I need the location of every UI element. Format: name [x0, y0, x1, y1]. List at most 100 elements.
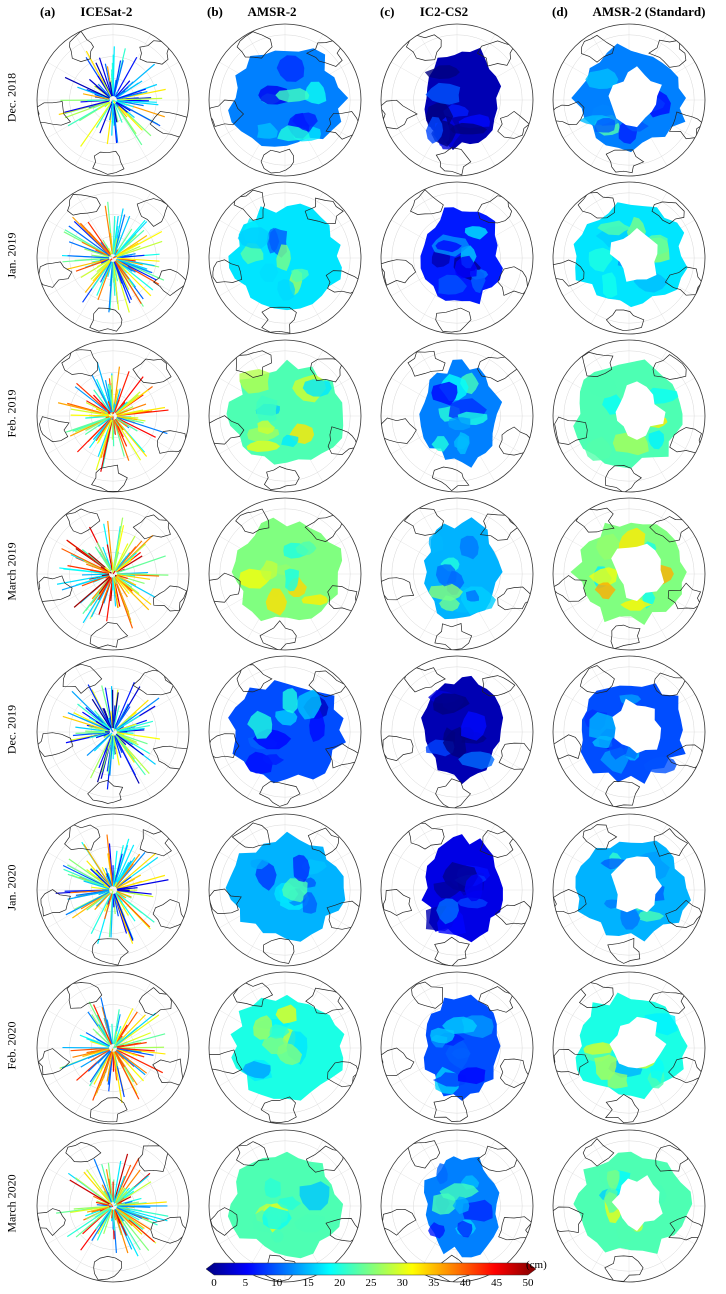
ice-patch	[296, 689, 322, 720]
ice-track	[70, 414, 110, 417]
map-panel	[28, 178, 198, 338]
ice-track	[115, 80, 131, 98]
coastline	[497, 110, 530, 139]
ice-patch	[265, 588, 287, 616]
ice-patch	[242, 1061, 271, 1079]
ice-track	[116, 257, 160, 262]
map-boundary	[36, 339, 190, 493]
coastline	[132, 514, 171, 540]
ice-track	[116, 1206, 158, 1222]
ice-patch	[594, 1054, 617, 1080]
column-title: IC2-CS2	[419, 4, 469, 19]
graticule-meridian	[47, 573, 114, 613]
ice-track	[67, 890, 110, 900]
ice-track	[92, 260, 111, 282]
missing-data-area	[611, 543, 665, 601]
graticule-meridian	[112, 377, 179, 417]
ice-track	[113, 1153, 129, 1203]
colorbar-tick-label: 5	[242, 1277, 249, 1289]
coastline	[209, 733, 240, 759]
ice-track	[114, 1008, 134, 1045]
ice-track	[95, 1208, 112, 1230]
coastline	[62, 663, 103, 694]
ice-patch	[305, 81, 327, 105]
coastline	[305, 987, 344, 1015]
ice-track	[115, 102, 119, 108]
map-panel	[200, 336, 370, 496]
ice-track	[107, 261, 113, 277]
map-boundary	[380, 497, 534, 651]
ice-track	[116, 574, 128, 580]
ice-track	[113, 853, 123, 887]
ice-patch	[250, 859, 269, 870]
ice-track	[69, 1179, 110, 1205]
coastline	[582, 1138, 615, 1167]
ice-track	[56, 574, 110, 585]
ice-track	[109, 413, 112, 415]
ice-patch	[607, 1071, 628, 1089]
ice-track	[116, 731, 161, 740]
ice-track	[109, 103, 113, 121]
polar-map	[552, 1129, 706, 1283]
ice-patch	[277, 1042, 303, 1066]
coastline	[37, 1048, 71, 1076]
ice-track	[116, 100, 128, 106]
ice-patch	[294, 1214, 325, 1233]
map-panel	[28, 494, 198, 654]
ice-track	[113, 735, 116, 747]
ice-track	[116, 415, 138, 421]
ice-track	[114, 706, 131, 730]
ice-track	[66, 258, 110, 270]
coastline	[434, 623, 473, 650]
map-panel	[28, 652, 198, 812]
ice-track	[93, 1158, 113, 1203]
ice-track	[92, 1028, 111, 1046]
ice-track	[116, 891, 127, 899]
coastline	[325, 270, 361, 294]
ice-track	[115, 733, 144, 756]
coastline	[259, 781, 301, 807]
ice-track	[62, 257, 110, 263]
ice-track	[103, 733, 110, 739]
coastline	[310, 358, 344, 383]
polar-map	[380, 813, 534, 967]
graticule-meridian	[112, 1009, 179, 1049]
ice-track	[81, 573, 110, 576]
coastline	[65, 508, 101, 535]
map-boundary	[208, 655, 362, 809]
coastline	[407, 350, 446, 377]
missing-data-area	[611, 856, 662, 913]
coastline	[553, 575, 587, 602]
ice-track	[112, 705, 116, 729]
ice-track	[75, 726, 110, 733]
ice-patch	[465, 590, 479, 602]
ice-track	[114, 892, 136, 922]
coastline	[649, 516, 690, 543]
ice-track	[115, 1207, 145, 1229]
ice-patch	[643, 756, 677, 774]
ice-track	[115, 1050, 125, 1060]
ice-track	[100, 261, 112, 283]
coastline	[236, 1141, 270, 1166]
ice-patch	[302, 379, 332, 397]
ice-track	[94, 892, 111, 911]
polar-map	[552, 813, 706, 967]
coastline	[411, 981, 443, 1009]
map-boundary	[208, 1129, 362, 1283]
ice-track	[112, 570, 116, 575]
coastline	[263, 466, 300, 490]
coastline	[40, 889, 71, 917]
ice-track	[116, 97, 163, 101]
polar-map	[380, 971, 534, 1125]
ice-track	[116, 90, 148, 100]
coastline	[89, 622, 129, 649]
ice-track	[109, 735, 114, 776]
colorbar-tick-label: 15	[302, 1277, 314, 1289]
ice-track	[116, 101, 161, 127]
coastline	[655, 1144, 689, 1172]
ice-track	[116, 1041, 147, 1048]
ice-patch	[281, 434, 299, 448]
ice-patch	[284, 568, 299, 592]
map-boundary	[552, 813, 706, 967]
ice-track	[116, 732, 148, 745]
